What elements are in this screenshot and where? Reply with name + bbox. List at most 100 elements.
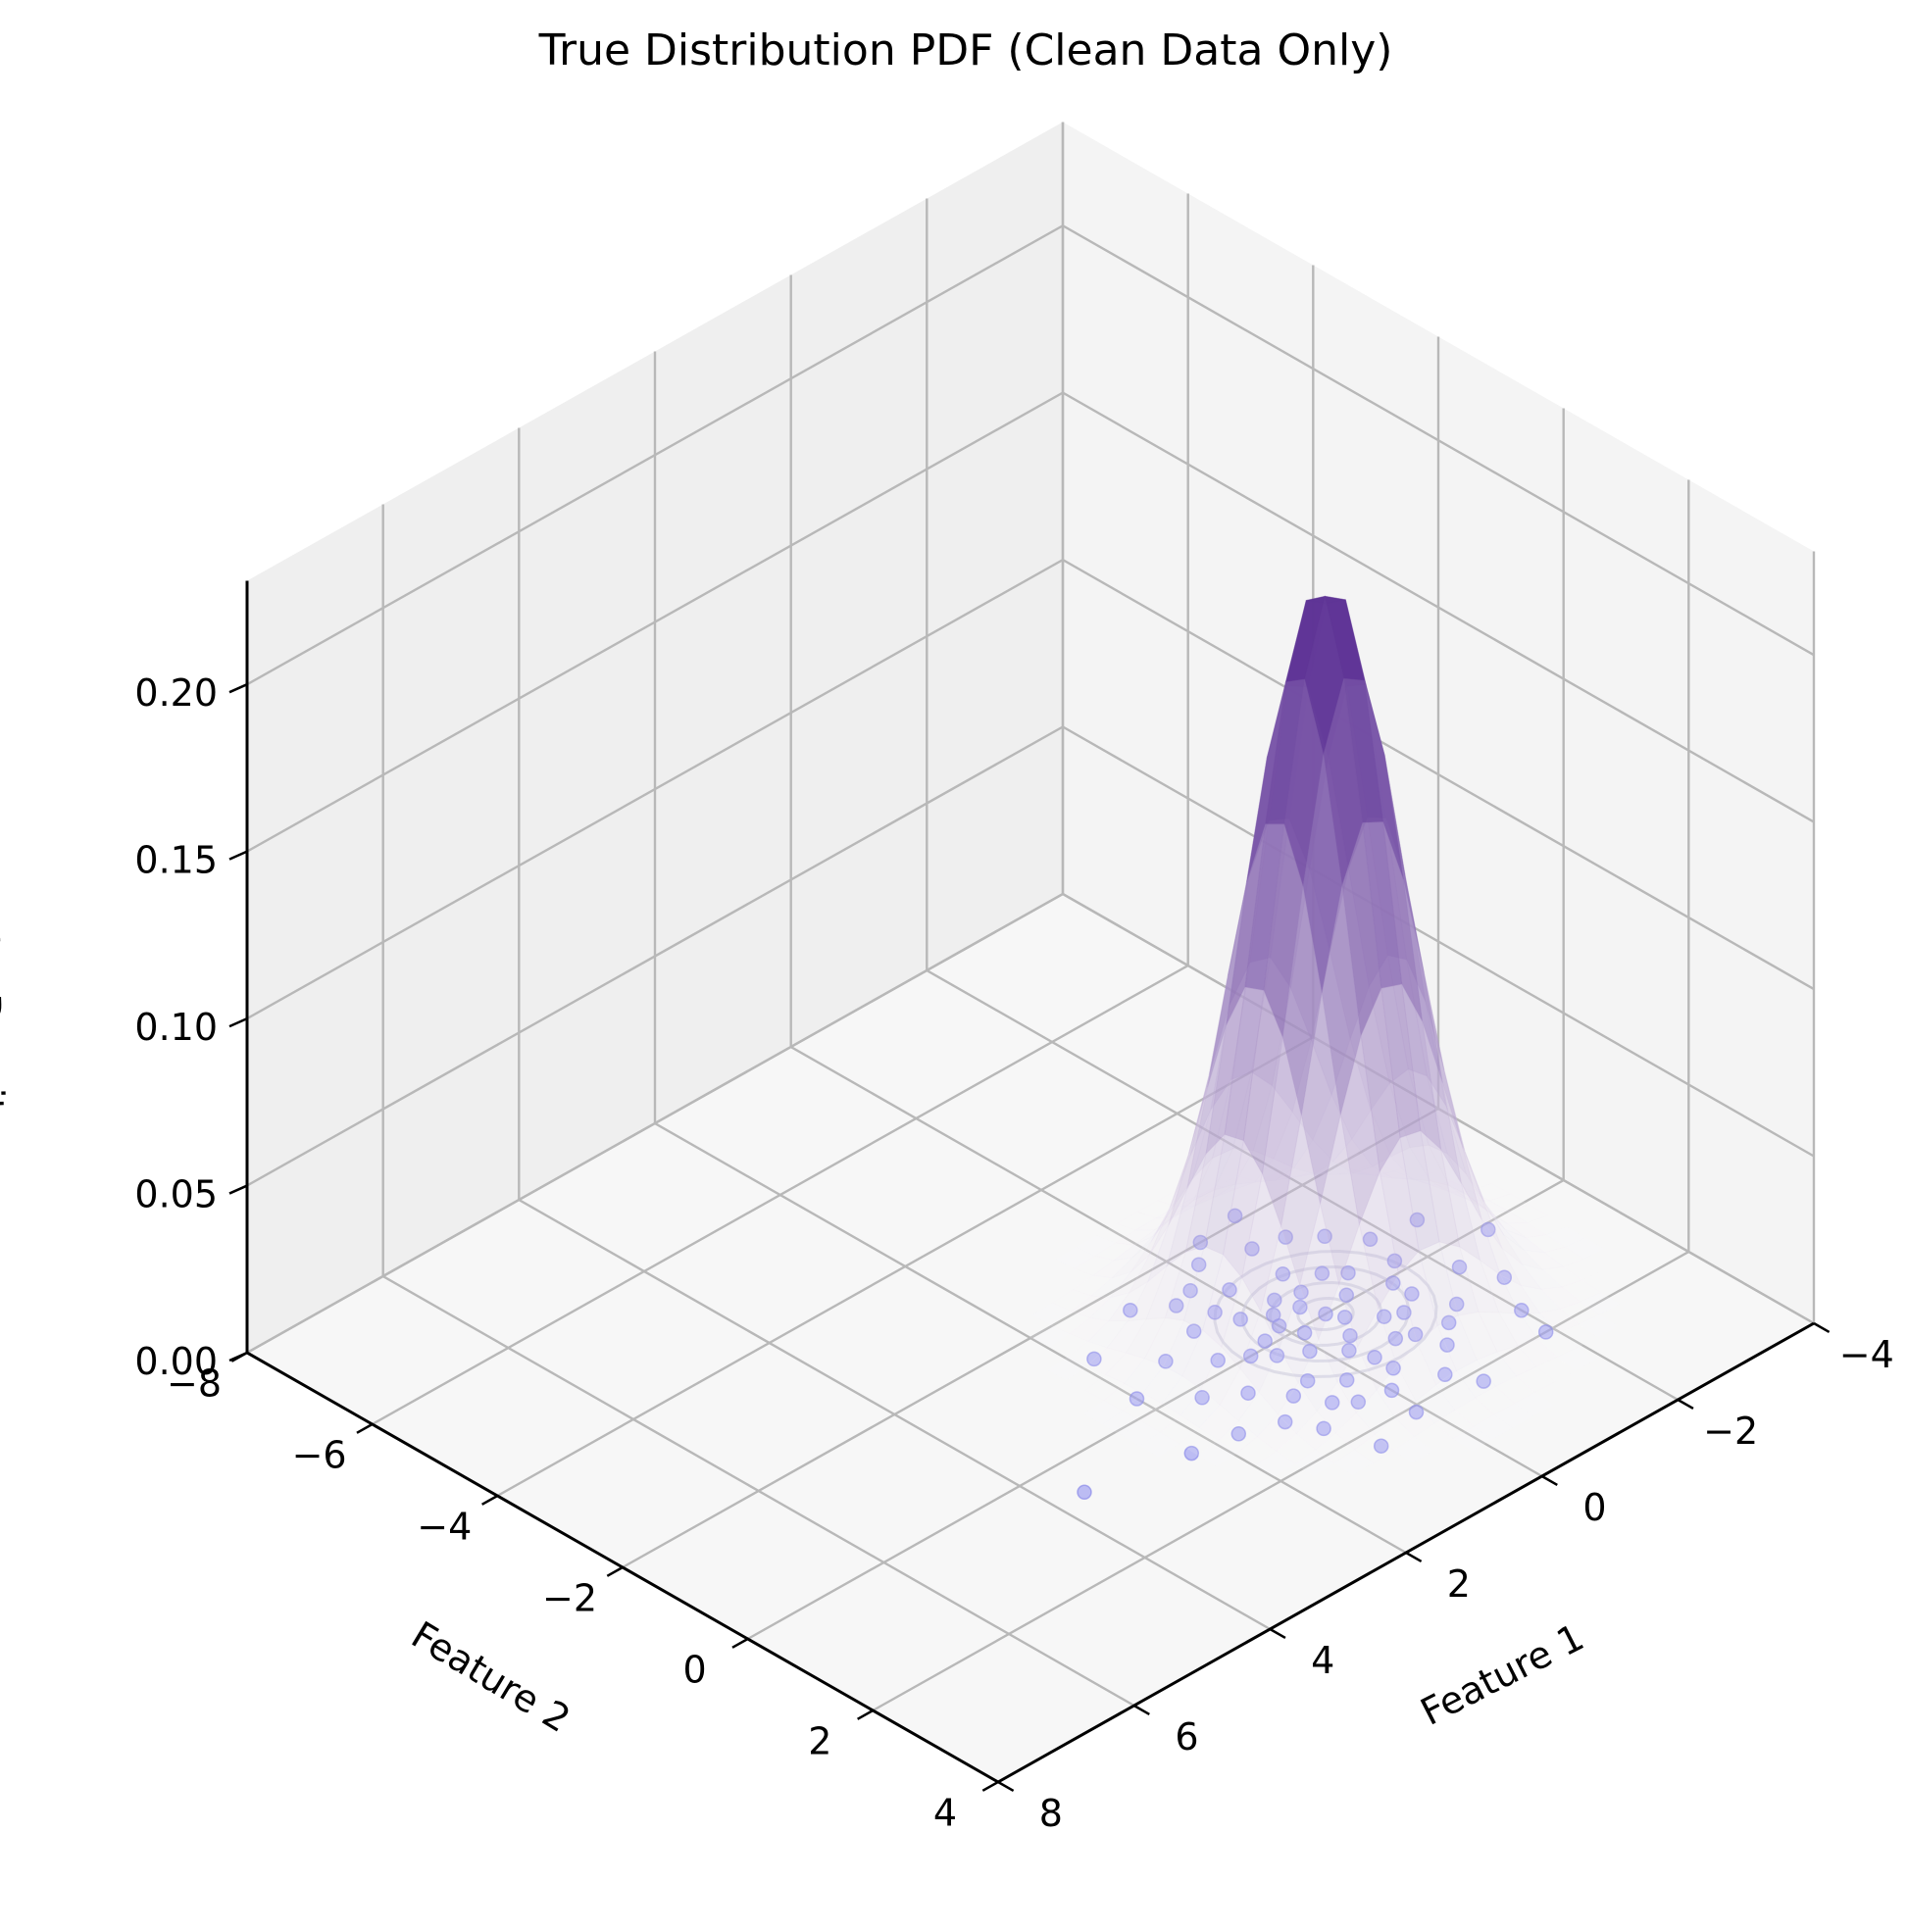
surface-patch [1127, 1264, 1169, 1322]
surface-patch [1194, 1183, 1235, 1207]
surface-patch [1135, 1200, 1179, 1219]
scatter-point [1077, 1484, 1092, 1501]
surface-patch [1445, 1105, 1486, 1204]
surface-patch [1198, 1404, 1240, 1442]
z-gridline [246, 391, 1815, 853]
surface-patch [1524, 1234, 1567, 1254]
surface-patch [1436, 1314, 1478, 1372]
surface-patch [1504, 1229, 1546, 1254]
density-surface [1029, 595, 1621, 1478]
surface-patch [1166, 1153, 1207, 1268]
surface-patch [1446, 1153, 1487, 1212]
surface-patch [1564, 1237, 1606, 1260]
surface-patch [1133, 1215, 1174, 1246]
surface-patch [1173, 1158, 1213, 1217]
x-tick-mark [1541, 1474, 1558, 1487]
surface-patch [1396, 1342, 1437, 1403]
surface-patch [1184, 1132, 1226, 1254]
surface-patch [1163, 1319, 1204, 1377]
surface-patch [1131, 1209, 1173, 1259]
y-tick-label: −2 [542, 1576, 597, 1619]
surface-patch [1106, 1318, 1148, 1354]
scatter-point [1190, 1257, 1207, 1272]
surface-patch [1085, 1347, 1128, 1376]
y-tick-mark [606, 1565, 624, 1577]
surface-patch [1176, 1195, 1217, 1208]
surface-patch [1143, 1316, 1185, 1367]
scatter-point [1385, 1361, 1401, 1376]
surface-patch [1295, 1410, 1337, 1451]
surface-patch [1300, 992, 1341, 1205]
surface-patch [1070, 1295, 1112, 1318]
surface-patch [1192, 1147, 1234, 1202]
surface-patch [1526, 1214, 1568, 1236]
surface-patch [1378, 1273, 1419, 1367]
surface-patch [1460, 1182, 1502, 1277]
z-tick-mark [228, 1351, 248, 1362]
surface-patch [1499, 1273, 1541, 1314]
scatter-point [1086, 1351, 1102, 1367]
surface-patch [1140, 1403, 1182, 1433]
y-tick-label: −8 [167, 1362, 222, 1405]
z-gridline [246, 725, 1815, 1187]
x-tick-label: 6 [1175, 1715, 1198, 1759]
surface-patch [1505, 1221, 1548, 1239]
scatter-point [1437, 1366, 1453, 1383]
surface-patch [1430, 1180, 1474, 1193]
surface-patch [1535, 1357, 1577, 1382]
surface-patch [1434, 1369, 1477, 1412]
surface-patch [1088, 1292, 1130, 1322]
y-tick-label: 0 [683, 1648, 707, 1691]
surface-patch [1474, 1385, 1516, 1415]
z-tick-label: 0.00 [134, 1340, 218, 1383]
surface-patch [1416, 1324, 1458, 1386]
y-tick-label: −6 [292, 1433, 347, 1476]
surface-patch [1319, 1114, 1360, 1287]
surface-patch [1450, 1190, 1490, 1202]
surface-patch [1256, 1413, 1298, 1452]
surface-patch [1111, 1241, 1152, 1279]
scatter-point [1396, 1305, 1412, 1320]
scatter-point [1244, 1241, 1260, 1257]
scatter-point [1387, 1330, 1404, 1347]
surface-patch [1258, 1347, 1299, 1415]
surface-patch [1152, 1178, 1193, 1237]
surface-patch [1513, 1391, 1555, 1417]
scatter-point [1448, 1296, 1465, 1313]
surface-patch [1156, 1188, 1198, 1208]
scatter-points [1077, 1208, 1554, 1501]
surface-patch [1544, 1225, 1586, 1248]
surface-patch [1164, 1245, 1206, 1321]
x-tick-label: 4 [1311, 1639, 1334, 1682]
surface-patch [1103, 1382, 1144, 1412]
surface-patch [1374, 1416, 1416, 1452]
surface-patch [1428, 1144, 1470, 1197]
surface-patch [1083, 1373, 1126, 1402]
surface-patch [1485, 1210, 1527, 1239]
scatter-point [1476, 1373, 1491, 1389]
surface-patch [1197, 1166, 1239, 1187]
surface-patch [1469, 1200, 1509, 1213]
surface-patch [1392, 1177, 1432, 1186]
scatter-point [1407, 1326, 1424, 1343]
scatter-point [1275, 1266, 1291, 1282]
surface-patch [1299, 1203, 1340, 1341]
surface-patch [1093, 1242, 1135, 1262]
scatter-point [1185, 1323, 1202, 1339]
surface-patch [1114, 1229, 1156, 1246]
surface-patch [1069, 1316, 1110, 1342]
surface-patch [1464, 1150, 1505, 1236]
x-tick-mark [1813, 1321, 1831, 1334]
surface-patch [1411, 1171, 1454, 1186]
x-tick-label: 0 [1582, 1486, 1606, 1529]
surface-patch [1149, 1153, 1189, 1256]
surface-patch [1280, 1115, 1322, 1287]
scatter-point [1168, 1298, 1184, 1313]
scatter-point [1242, 1348, 1259, 1364]
surface-patch [1473, 1413, 1514, 1440]
surface-patch [1518, 1312, 1560, 1341]
surface-patch [1458, 1245, 1500, 1313]
x-tick-label: 8 [1039, 1792, 1063, 1835]
surface-patch [1462, 1148, 1503, 1249]
scatter-point [1480, 1221, 1496, 1238]
